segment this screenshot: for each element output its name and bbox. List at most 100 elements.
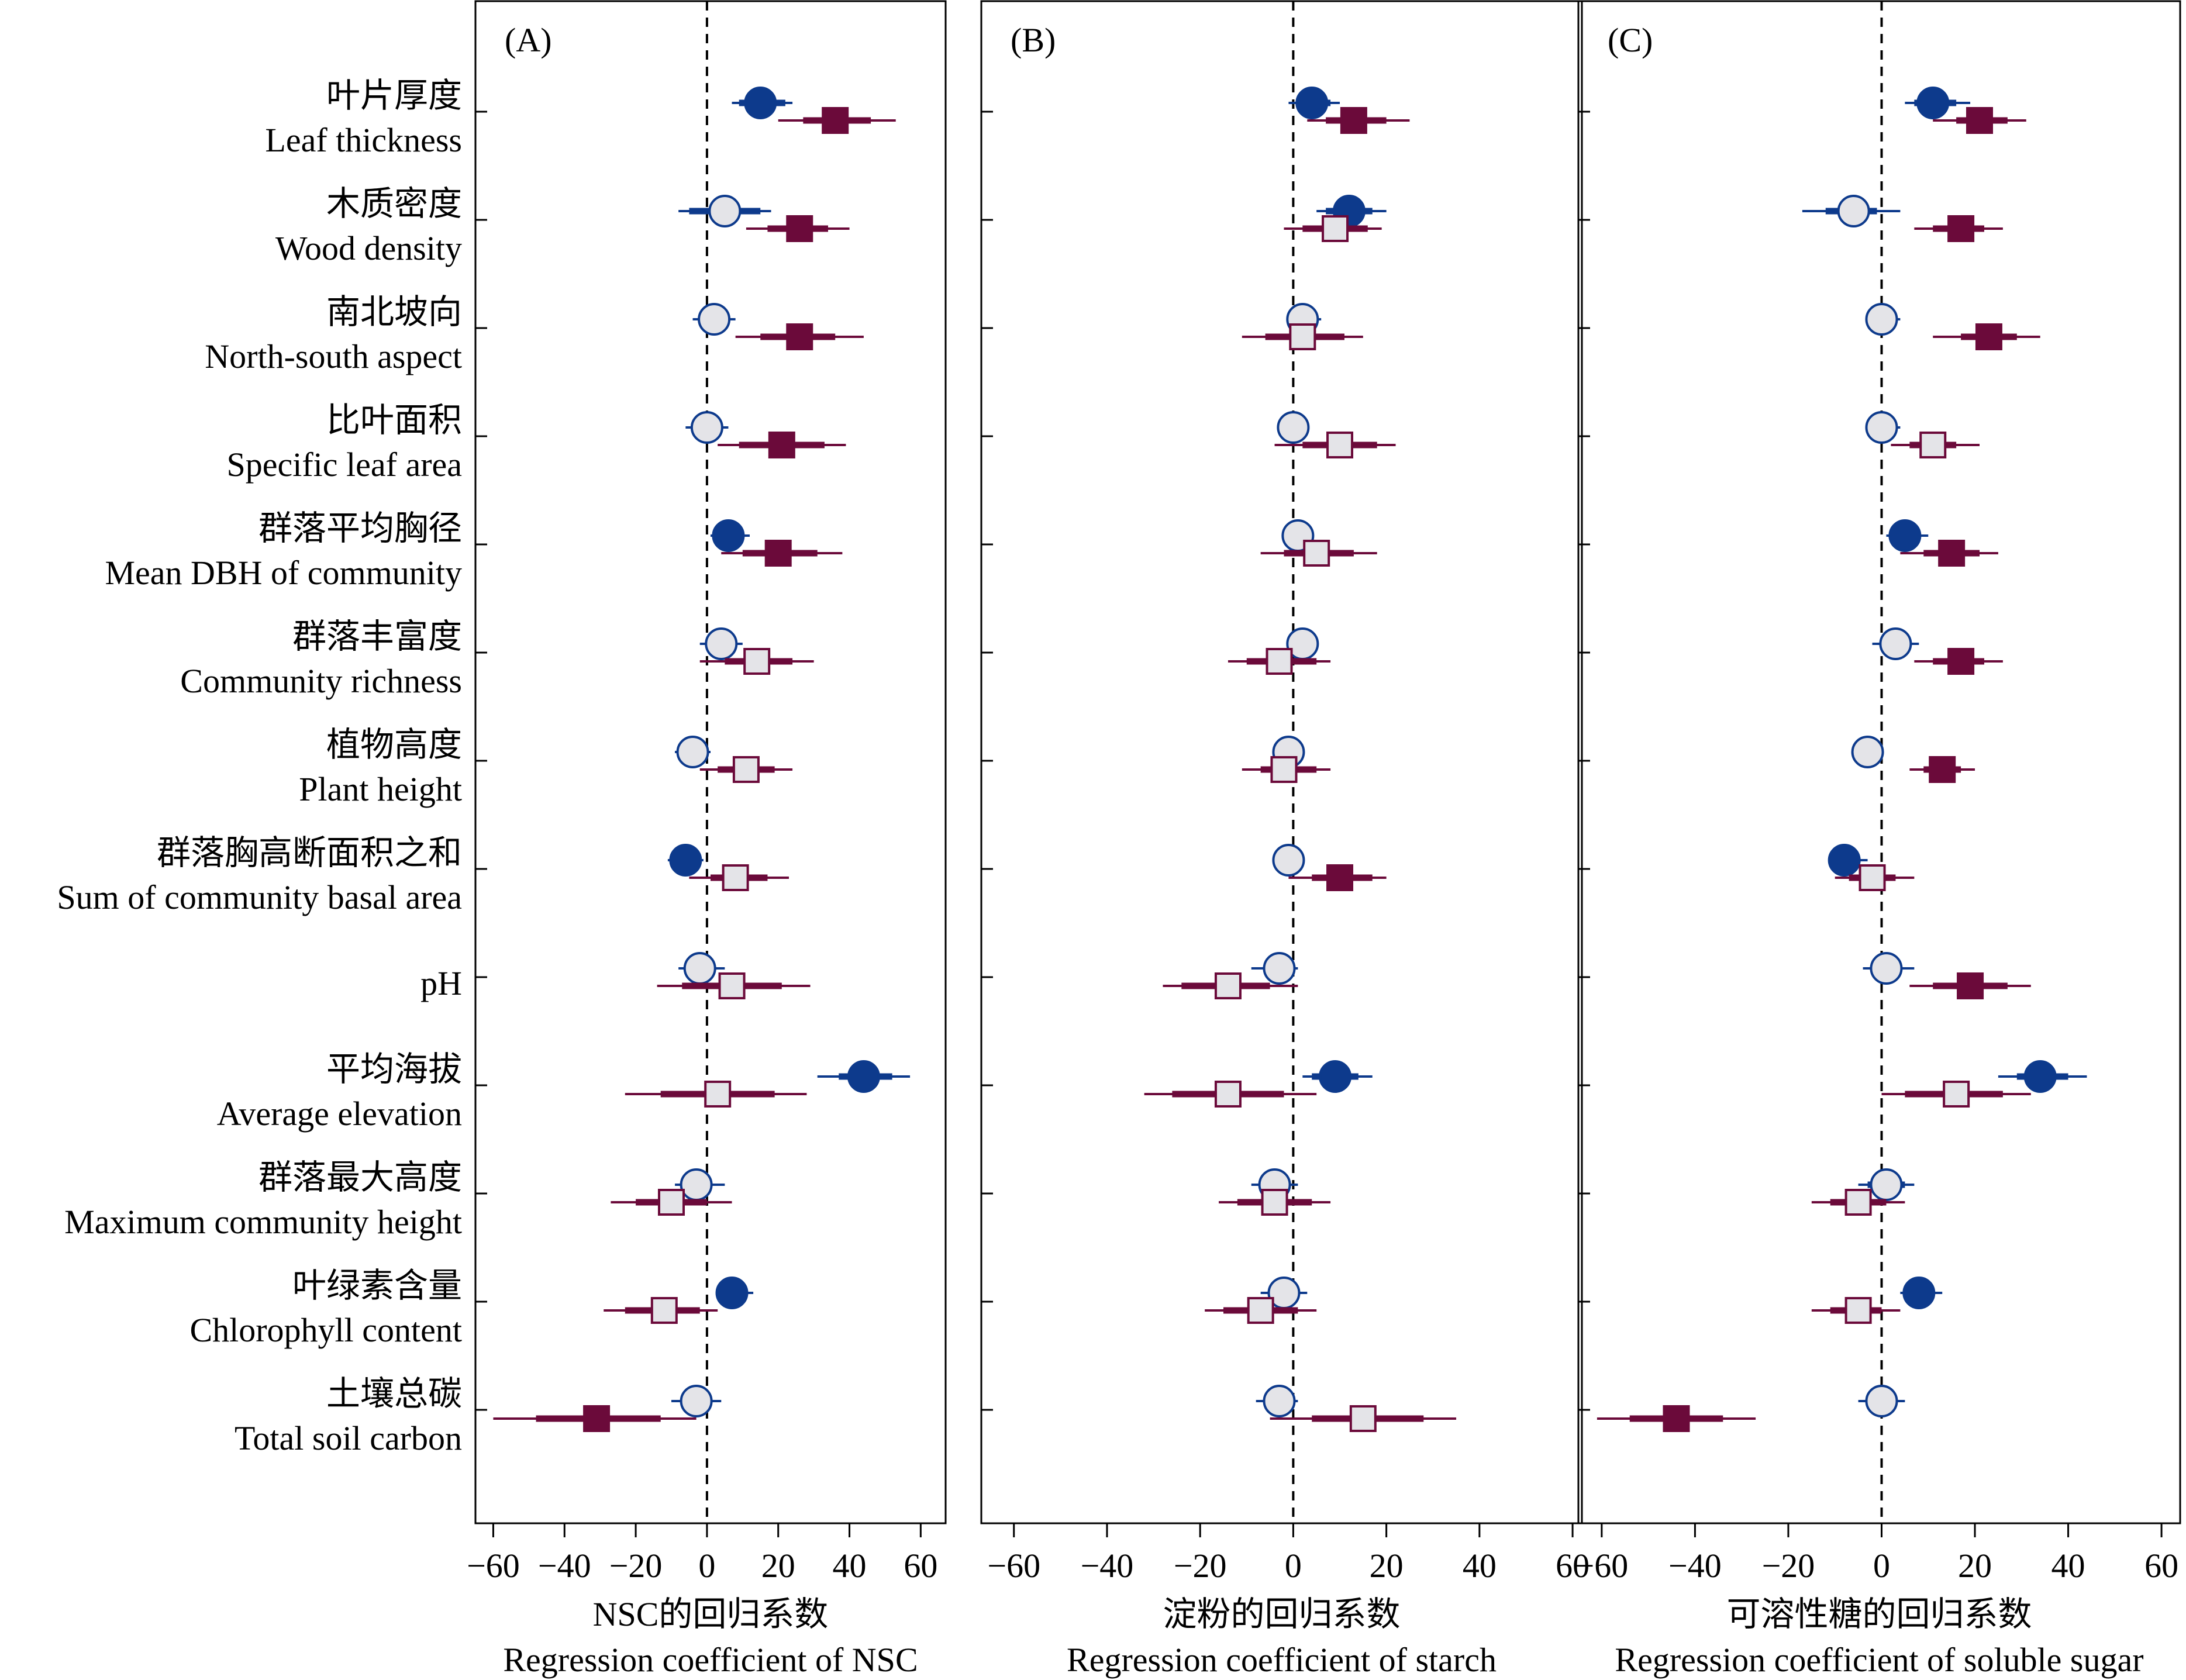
x-tick-label: −20 — [1174, 1547, 1227, 1585]
x-axis-title-cn: 淀粉的回归系数 — [1163, 1595, 1400, 1633]
circle-point — [1865, 303, 1898, 336]
square-point — [1943, 1081, 1970, 1108]
predictor-label-en: Average elevation — [217, 1095, 462, 1133]
x-axis-title-en: Regression coefficient of starch — [1067, 1641, 1497, 1679]
predictor-label-cn: 群落胸高断面积之和 — [157, 834, 462, 872]
predictor-label-en: Chlorophyll content — [189, 1311, 462, 1349]
x-tick-label: 20 — [1370, 1547, 1404, 1585]
square-point — [1929, 756, 1956, 783]
circle-point — [1916, 87, 1950, 119]
square-point — [786, 215, 813, 242]
square-point — [1214, 972, 1242, 999]
circle-point — [847, 1060, 880, 1093]
predictor-label-cn: 植物高度 — [326, 726, 462, 764]
circle-point — [1865, 411, 1898, 444]
square-point — [718, 972, 746, 999]
x-tick-label: 20 — [1958, 1547, 1992, 1585]
x-tick-label: 40 — [1463, 1547, 1497, 1585]
predictor-label-en: Maximum community height — [64, 1203, 462, 1241]
circle-point — [680, 1385, 713, 1417]
circle-point — [1263, 952, 1296, 985]
square-point — [1261, 1189, 1288, 1216]
square-point — [1266, 648, 1293, 675]
circle-point — [698, 303, 731, 336]
square-point — [1947, 215, 1975, 242]
panel-frame — [1577, 0, 2181, 1524]
predictor-label-en: Total soil carbon — [235, 1419, 462, 1457]
circle-point — [1888, 519, 1922, 552]
x-tick-label: 60 — [1556, 1547, 1589, 1585]
circle-point — [1870, 1168, 1903, 1201]
square-point — [1289, 323, 1316, 350]
square-point — [1270, 756, 1298, 783]
square-point — [822, 107, 849, 134]
circle-point — [705, 627, 738, 660]
circle-point — [1902, 1277, 1936, 1309]
predictor-label-cn: 群落最大高度 — [258, 1158, 462, 1196]
circle-point — [669, 844, 702, 877]
x-axis-title-en: Regression coefficient of NSC — [503, 1641, 918, 1679]
square-point — [1326, 432, 1354, 458]
square-point — [743, 648, 771, 675]
predictor-label-cn: 平均海拔 — [326, 1050, 462, 1088]
panel-label: (C) — [1608, 21, 1653, 59]
square-point — [1957, 972, 1984, 999]
square-point — [768, 432, 795, 458]
panel-c: (C) −60 −40 −20 0 20 40 60 可溶性糖的回归系数 Regression c… — [1575, 0, 2181, 1679]
predictor-label-cn: 比叶面积 — [326, 401, 462, 439]
x-tick-label: 0 — [698, 1547, 715, 1585]
x-tick-label: 0 — [1873, 1547, 1890, 1585]
x-tick-label: 40 — [833, 1547, 867, 1585]
circle-point — [680, 1168, 713, 1201]
circle-point — [1272, 844, 1305, 877]
x-tick-label: −40 — [538, 1547, 591, 1585]
predictor-label-en: Specific leaf area — [227, 446, 463, 484]
circle-point — [1865, 1385, 1898, 1417]
panel-label: (B) — [1011, 21, 1056, 59]
x-tick-label: 20 — [761, 1547, 795, 1585]
predictor-label-cn: 群落丰富度 — [292, 618, 462, 656]
predictor-label-cn: 叶片厚度 — [326, 77, 462, 115]
circle-point — [1837, 195, 1870, 227]
x-tick-label: 40 — [2051, 1547, 2085, 1585]
square-point — [722, 864, 749, 891]
x-tick-label: −60 — [467, 1547, 520, 1585]
square-point — [1340, 107, 1367, 134]
square-point — [1663, 1405, 1690, 1432]
predictor-label-en: North-south aspect — [205, 337, 462, 375]
square-point — [1844, 1297, 1872, 1324]
square-point — [1947, 648, 1975, 675]
circle-point — [715, 1277, 749, 1309]
square-point — [658, 1189, 685, 1216]
circle-point — [1828, 844, 1861, 877]
x-tick-label: 0 — [1285, 1547, 1302, 1585]
circle-point — [1319, 1060, 1352, 1093]
predictor-label-en: Leaf thickness — [265, 121, 462, 159]
predictor-label-cn: 南北坡向 — [326, 293, 462, 331]
predictor-label-cn: 木质密度 — [326, 185, 462, 223]
square-point — [1859, 864, 1886, 891]
square-point — [650, 1297, 678, 1324]
x-tick-label: −60 — [1575, 1547, 1629, 1585]
panel-b: (B) −60 −40 −20 0 20 40 60 淀粉的回归系数 Regression coe… — [980, 0, 1589, 1679]
square-point — [1326, 864, 1354, 891]
square-point — [732, 756, 760, 783]
circle-point — [744, 87, 777, 119]
x-tick-label: −60 — [987, 1547, 1040, 1585]
panel-frame — [474, 0, 947, 1524]
square-point — [786, 323, 813, 350]
x-axis-title-cn: NSC的回归系数 — [593, 1595, 829, 1633]
square-point — [1938, 540, 1966, 567]
circle-point — [676, 736, 709, 768]
square-point — [1349, 1405, 1377, 1432]
square-point — [1322, 215, 1349, 242]
circle-point — [1851, 736, 1884, 768]
predictor-label-en: Plant height — [299, 770, 462, 808]
square-point — [1844, 1189, 1872, 1216]
x-tick-label: −20 — [609, 1547, 663, 1585]
x-tick-label: −40 — [1081, 1547, 1134, 1585]
predictor-label-cn: 叶绿素含量 — [292, 1267, 462, 1305]
circle-point — [708, 195, 742, 227]
circle-point — [690, 411, 723, 444]
circle-point — [1295, 87, 1329, 119]
